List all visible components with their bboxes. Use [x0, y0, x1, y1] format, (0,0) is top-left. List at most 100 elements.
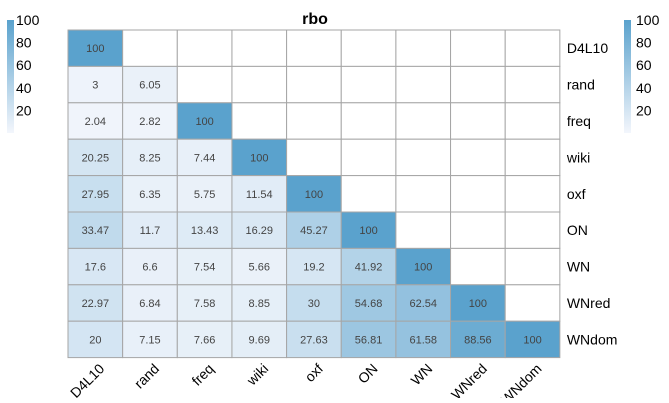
heatmap-empty-cell: [395, 175, 452, 213]
colorbar-tick-label: 40: [636, 80, 652, 96]
cell-value-label: 100: [305, 189, 323, 201]
heatmap-empty-cell: [450, 247, 506, 286]
heatmap-empty-cell: [504, 138, 561, 177]
heatmap-cell: [340, 211, 397, 249]
heatmap-empty-cell: [176, 65, 233, 104]
cell-value-label: 7.66: [194, 334, 215, 346]
heatmap-cell: [122, 247, 178, 286]
cell-value-label: 100: [414, 262, 432, 274]
row-label: rand: [567, 77, 595, 93]
cell-value-label: 41.92: [355, 262, 383, 274]
cell-value-label: 19.2: [303, 262, 324, 274]
cell-value-label: 62.54: [409, 298, 437, 310]
colorbar-tick-label: 60: [636, 57, 652, 73]
heatmap-cell: [340, 320, 397, 359]
heatmap-cell: [286, 211, 342, 249]
heatmap-cell: [67, 65, 124, 104]
colorbar-right: 100 80 60 40 20: [624, 12, 660, 133]
colorbar-tick-label: 20: [16, 102, 32, 118]
cell-value-label: 100: [250, 152, 268, 164]
cell-value-label: 20: [89, 334, 101, 346]
heatmap-empty-cell: [450, 102, 506, 140]
heatmap-empty-cell: [122, 29, 178, 67]
heatmap-cell: [176, 320, 233, 359]
colorbar-gradient: [7, 20, 14, 133]
colorbar-left: 100 80 60 40 20: [7, 12, 40, 133]
heatmap-empty-cell: [504, 65, 561, 104]
heatmap-empty-cell: [176, 29, 233, 67]
row-label: wiki: [566, 149, 590, 165]
heatmap-cell: [231, 175, 288, 213]
cell-value-label: 13.43: [191, 225, 219, 237]
heatmap-cell: [122, 211, 178, 249]
heatmap-cell: [176, 284, 233, 322]
cell-value-label: 6.84: [139, 298, 160, 310]
cell-value-label: 9.69: [249, 334, 270, 346]
cell-value-label: 6.6: [142, 262, 157, 274]
colorbar-tick-label: 100: [636, 12, 660, 28]
column-label: ON: [355, 360, 381, 386]
colorbar-gradient: [624, 20, 631, 133]
column-label: WNdom: [498, 360, 545, 398]
heatmap-cell: [67, 320, 124, 359]
heatmap-cell: [340, 247, 397, 286]
heatmap-cell: [67, 247, 124, 286]
heatmap-empty-cell: [504, 284, 561, 322]
heatmap-empty-cell: [395, 211, 452, 249]
colorbar-tick-label: 40: [16, 80, 32, 96]
row-label: WNdom: [567, 331, 618, 347]
cell-value-label: 100: [195, 116, 213, 128]
colorbar-tick-label: 80: [636, 35, 652, 51]
heatmap-empty-cell: [286, 65, 342, 104]
cell-value-label: 8.85: [249, 298, 270, 310]
colorbar-tick-label: 20: [636, 102, 652, 118]
heatmap-empty-cell: [504, 211, 561, 249]
row-label: WN: [567, 259, 590, 275]
cell-value-label: 5.75: [194, 189, 215, 201]
heatmap-empty-cell: [450, 65, 506, 104]
cell-value-label: 27.63: [300, 334, 328, 346]
cell-value-label: 22.97: [82, 298, 110, 310]
cell-value-label: 7.58: [194, 298, 215, 310]
heatmap-empty-cell: [504, 175, 561, 213]
cell-value-label: 2.82: [139, 116, 160, 128]
cell-value-label: 100: [469, 298, 487, 310]
cell-value-label: 33.47: [82, 225, 110, 237]
column-label: WN: [408, 360, 436, 388]
heatmap-empty-cell: [340, 29, 397, 67]
heatmap-empty-cell: [450, 175, 506, 213]
cell-value-label: 8.25: [139, 152, 160, 164]
row-label: WNred: [567, 295, 611, 311]
heatmap-cell: [231, 211, 288, 249]
column-label: wiki: [243, 360, 272, 389]
heatmap-empty-cell: [286, 102, 342, 140]
heatmap-cell: [176, 102, 233, 140]
heatmap-cell: [67, 211, 124, 249]
heatmap-empty-cell: [340, 175, 397, 213]
cell-value-label: 5.66: [249, 262, 270, 274]
heatmap-empty-cell: [286, 138, 342, 177]
cell-value-label: 7.54: [194, 262, 215, 274]
heatmap-cell: [504, 320, 561, 359]
heatmap-empty-cell: [450, 29, 506, 67]
colorbar-tick-label: 60: [16, 57, 32, 73]
heatmap-empty-cell: [450, 138, 506, 177]
heatmap-cell: [231, 138, 288, 177]
heatmap-empty-cell: [395, 138, 452, 177]
cell-value-label: 17.6: [85, 262, 106, 274]
cell-value-label: 45.27: [300, 225, 328, 237]
column-label: rand: [131, 360, 162, 391]
cell-value-label: 27.95: [82, 189, 110, 201]
heatmap-cell: [231, 320, 288, 359]
heatmap-empty-cell: [231, 29, 288, 67]
row-label: freq: [567, 113, 591, 129]
column-label: oxf: [302, 360, 327, 385]
heatmap-empty-cell: [395, 65, 452, 104]
cell-value-label: 11.7: [140, 225, 161, 237]
cell-value-label: 100: [86, 43, 104, 55]
cell-value-label: 30: [308, 298, 320, 310]
cell-value-label: 88.56: [464, 334, 492, 346]
heatmap-cell: [67, 284, 124, 322]
